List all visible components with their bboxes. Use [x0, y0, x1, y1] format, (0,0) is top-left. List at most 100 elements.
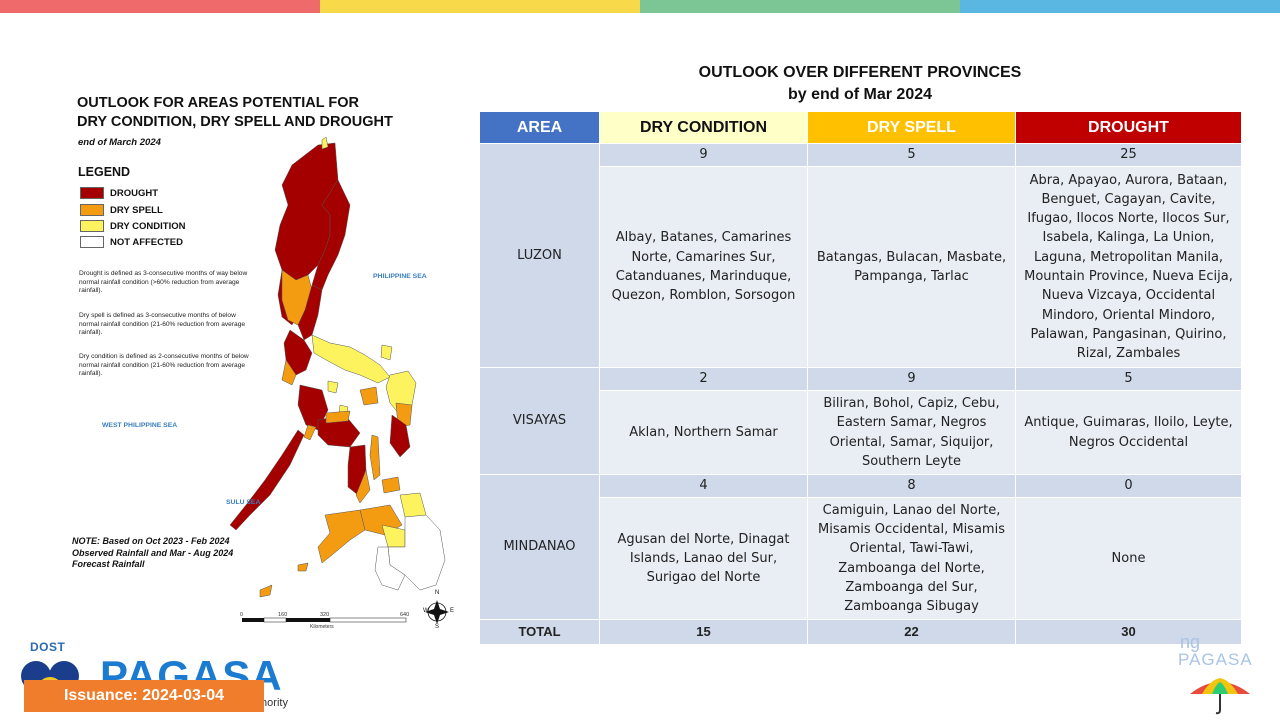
table-row-visayas-provinces: Aklan, Northern Samar Biliran, Bohol, Ca…	[480, 390, 1242, 475]
count-cell: 5	[1015, 367, 1242, 391]
area-cell-luzon: LUZON	[479, 143, 600, 368]
province-list-cell: Agusan del Norte, Dinagat Islands, Lanao…	[599, 497, 808, 620]
right-brand-line2: PAGASA	[1178, 650, 1253, 669]
legend-label: DROUGHT	[110, 187, 159, 199]
province-list-cell: Batangas, Bulacan, Masbate, Pampanga, Ta…	[807, 166, 1016, 368]
count-cell: 0	[1015, 474, 1242, 498]
issuance-badge: Issuance: 2024-03-04	[24, 680, 264, 712]
legend-label: DRY CONDITION	[110, 220, 186, 232]
count-cell: 25	[1015, 143, 1242, 167]
header-dry-spell: DRY SPELL	[807, 111, 1016, 144]
outlook-table: AREA DRY CONDITION DRY SPELL DROUGHT LUZ…	[479, 111, 1242, 645]
map-region-aklan-capiz	[325, 410, 351, 424]
count-cell: 9	[599, 143, 808, 167]
map-region-zamboanga	[317, 509, 366, 564]
legend-label: NOT AFFECTED	[110, 236, 184, 248]
map-region-lanao	[381, 524, 406, 548]
sea-label-philippine: PHILIPPINE SEA	[373, 273, 427, 280]
map-region-negros-oriental	[355, 469, 371, 504]
province-list-cell: Albay, Batanes, Camarines Norte, Camarin…	[599, 166, 808, 368]
scale-tick: 320	[320, 612, 330, 618]
scale-tick: 0	[240, 612, 244, 618]
map-note: NOTE: Based on Oct 2023 - Feb 2024 Obser…	[72, 536, 233, 571]
sea-label-west-philippine: WEST PHILIPPINE SEA	[102, 422, 178, 429]
area-cell-visayas: VISAYAS	[479, 367, 600, 475]
province-list-cell: Camiguin, Lanao del Norte, Misamis Occid…	[807, 497, 1016, 620]
top-stripe-green	[640, 0, 960, 13]
map-note-line1: NOTE: Based on Oct 2023 - Feb 2024	[72, 536, 230, 546]
legend-label: DRY SPELL	[110, 204, 163, 216]
philippines-map	[229, 136, 449, 624]
map-region-manila	[283, 329, 313, 376]
top-stripe-red	[0, 0, 320, 13]
compass-labels: N W E S	[423, 590, 455, 630]
map-region-leyte	[389, 414, 411, 458]
compass-north: N	[435, 590, 440, 596]
compass-west: W	[423, 608, 429, 614]
dry-spell-definition: Dry spell is defined as 3-consecutive mo…	[79, 312, 246, 336]
total-cell: 22	[807, 619, 1016, 645]
province-list-cell: None	[1015, 497, 1242, 620]
legend-swatch-dry-spell	[80, 204, 104, 216]
map-region-mindanao-east	[387, 514, 446, 591]
map-region-cebu	[369, 434, 381, 481]
drought-definition: Drought is defined as 3-consecutive mont…	[79, 270, 248, 294]
header-area: AREA	[479, 111, 600, 144]
province-list-cell: Antique, Guimaras, Iloilo, Leyte, Negros…	[1015, 390, 1242, 475]
map-region-palawan	[229, 429, 305, 531]
map-region-sulu	[297, 562, 309, 572]
legend-swatch-drought	[80, 187, 104, 199]
dost-label: DOST	[30, 640, 66, 654]
map-title: OUTLOOK FOR AREAS POTENTIAL FOR DRY COND…	[77, 94, 393, 132]
scale-tick-labels: 0 160 320 640	[238, 612, 413, 620]
map-region-palawan-south	[303, 424, 317, 441]
map-region-aurora	[297, 284, 323, 341]
count-cell: 4	[599, 474, 808, 498]
compass-icon	[425, 600, 449, 624]
map-note-line3: Forecast Rainfall	[72, 559, 145, 569]
map-region-bohol	[381, 476, 401, 494]
compass-south: S	[435, 624, 440, 630]
header-drought: DROUGHT	[1015, 111, 1242, 144]
dry-condition-definition: Dry condition is defined as 2-consecutiv…	[79, 353, 249, 377]
map-region-catanduanes	[380, 344, 393, 361]
table-row-mindanao-counts: MINDANAO 4 8 0	[479, 474, 1242, 620]
header-dry-condition: DRY CONDITION	[599, 111, 808, 144]
count-cell: 9	[807, 367, 1016, 391]
scale-tick: 160	[278, 612, 288, 618]
umbrella-icon	[1190, 678, 1250, 715]
table-subtitle: by end of Mar 2024	[787, 86, 933, 103]
map-region-masbate	[359, 386, 379, 406]
total-cell: 30	[1015, 619, 1242, 645]
scale-tick: 640	[400, 612, 410, 618]
top-stripe-blue	[960, 0, 1280, 13]
legend-item-not-affected: NOT AFFECTED	[80, 235, 183, 249]
top-stripe-yellow	[320, 0, 640, 13]
map-region-batangas	[281, 359, 297, 386]
table-heading: OUTLOOK OVER DIFFERENT PROVINCES by end …	[600, 62, 1120, 106]
legend-swatch-not-affected	[80, 236, 104, 248]
province-list-cell: Biliran, Bohol, Capiz, Cebu, Eastern Sam…	[807, 390, 1016, 475]
map-note-line2: Observed Rainfall and Mar - Aug 2024	[72, 547, 234, 558]
province-list-cell: Abra, Apayao, Aurora, Bataan, Benguet, C…	[1015, 166, 1242, 368]
compass-east: E	[450, 608, 455, 614]
authority-text: thority	[258, 697, 288, 709]
table-row-visayas-counts: VISAYAS 2 9 5	[479, 367, 1242, 475]
legend-item-dry-spell: DRY SPELL	[80, 203, 163, 217]
scale-unit-label: Kilometers	[310, 624, 334, 630]
count-cell: 5	[807, 143, 1016, 167]
count-cell: 8	[807, 474, 1016, 498]
total-cell: 15	[599, 619, 808, 645]
map-region-batanes	[321, 136, 329, 150]
map-title-line2: DRY CONDITION, DRY SPELL AND DROUGHT	[77, 114, 393, 130]
legend-item-drought: DROUGHT	[80, 186, 158, 200]
legend-swatch-dry-condition	[80, 220, 104, 232]
map-region-mindanao-south	[374, 546, 406, 591]
map-title-line1: OUTLOOK FOR AREAS POTENTIAL FOR	[77, 95, 359, 111]
table-title: OUTLOOK OVER DIFFERENT PROVINCES	[698, 64, 1022, 81]
map-region-tawi-tawi	[259, 584, 273, 598]
right-brand-line1: ng	[1180, 632, 1201, 652]
sea-label-sulu: SULU SEA	[226, 499, 261, 506]
legend-item-dry-condition: DRY CONDITION	[80, 219, 185, 233]
area-cell-mindanao: MINDANAO	[479, 474, 600, 620]
